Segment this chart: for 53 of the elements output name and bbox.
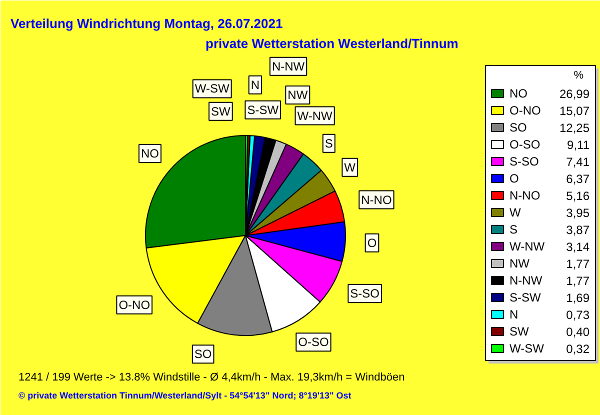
data-label: 1,77 [566, 274, 590, 288]
legend-title: % [574, 70, 584, 82]
data-label: 3,87 [566, 223, 590, 237]
data-label: 0,73 [566, 308, 590, 322]
data-label: 3,14 [566, 240, 590, 254]
data-label: 1,69 [566, 291, 590, 305]
legend-label: N-NO [510, 188, 540, 202]
legend-label: N-NW [510, 274, 543, 288]
data-label: 0,40 [566, 325, 590, 339]
legend-label: SW [510, 324, 530, 338]
data-label: 1,77 [566, 257, 590, 271]
slice-label: S [324, 136, 333, 150]
legend-label: S [510, 222, 518, 236]
legend-label: NO [510, 86, 528, 100]
category-label: N-NW [272, 59, 305, 74]
legend-label: O [510, 172, 519, 186]
legend-label: O-SO [510, 138, 540, 152]
data-label: 6,37 [566, 172, 590, 186]
data-label: 3,95 [566, 206, 590, 220]
slice-label: NW [288, 88, 308, 102]
legend-label: N [510, 308, 518, 322]
legend-label: W [510, 206, 522, 220]
slice-label: SO [194, 347, 212, 362]
slice-label: O-SO [298, 335, 329, 350]
chart-title: Verteilung Windrichtung Montag, 26.07.2021 [10, 16, 283, 31]
text: 1241 / 199 Werte -> 13.8% Windstille - Ø 4,4km/h - Max. 19,3km/h = Windböen [18, 372, 405, 384]
slice-label: W-NW [297, 108, 334, 123]
legend-label: SO [510, 120, 527, 134]
legend-label: S-SW [510, 290, 542, 304]
data-label: 9,11 [567, 138, 590, 152]
legend-label: W-SW [510, 342, 545, 356]
data-label: 12,25 [559, 121, 590, 135]
slice-label: S-SO [350, 286, 380, 301]
data-label: 7,41 [566, 155, 590, 169]
legend-label: S-SO [510, 154, 539, 168]
data-label: 26,99 [559, 87, 590, 101]
slice-label: S-SW [247, 102, 280, 117]
legend-label: W-NW [510, 240, 546, 254]
legend-label: NW [510, 256, 530, 270]
category-label: N [250, 78, 260, 92]
category-label: SW [211, 104, 230, 118]
data-label: 0,32 [566, 342, 590, 356]
data-label: 15,07 [559, 104, 590, 118]
legend-label: O-NO [510, 104, 541, 118]
slice-label: O-NO [118, 298, 150, 312]
slice-label: NO [140, 146, 159, 160]
slice-label: O [367, 236, 377, 250]
chart-subtitle: private Wetterstation Westerland/Tinnum [206, 36, 458, 51]
category-label: W-SW [194, 82, 230, 96]
slice-label: W [344, 160, 356, 174]
text: © private Wetterstation Tinnum/Westerland/Sylt - 54°54'13" Nord; 8°19'13" Ost [18, 390, 352, 400]
slice-label: N-NO [361, 192, 392, 207]
data-label: 5,16 [566, 189, 590, 203]
